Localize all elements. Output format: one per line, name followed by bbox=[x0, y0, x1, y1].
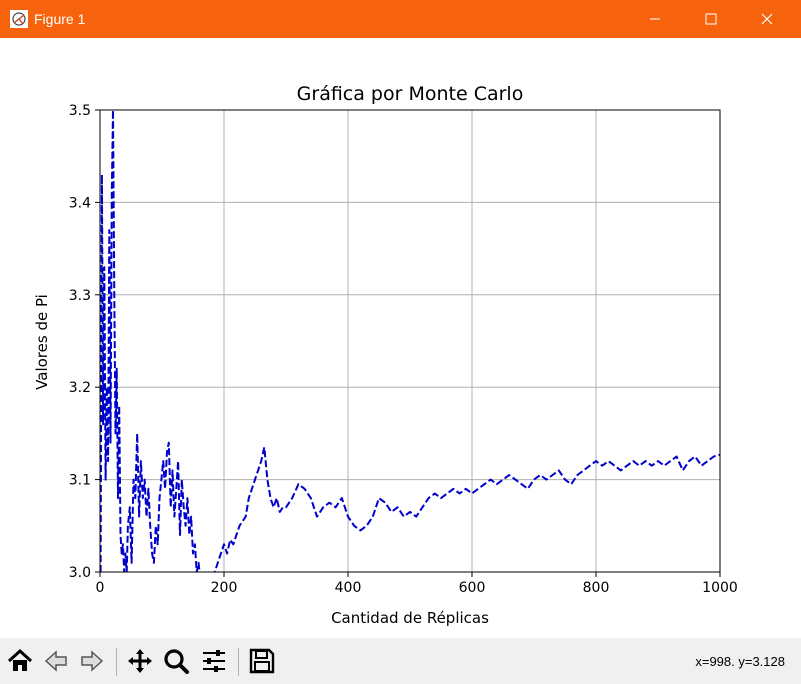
y-tick-label: 3.0 bbox=[69, 565, 91, 581]
forward-arrow-icon bbox=[81, 650, 104, 672]
series-line bbox=[100, 110, 720, 572]
window-title: Figure 1 bbox=[34, 11, 86, 27]
minimize-button[interactable] bbox=[632, 0, 678, 38]
back-button[interactable] bbox=[40, 645, 72, 677]
figure-app-icon bbox=[10, 10, 28, 28]
axes-frame bbox=[99, 109, 721, 573]
toolbar-separator bbox=[238, 648, 239, 676]
forward-button[interactable] bbox=[76, 645, 108, 677]
home-button[interactable] bbox=[4, 645, 36, 677]
grid-lines bbox=[99, 109, 721, 573]
maximize-button[interactable] bbox=[688, 0, 734, 38]
pan-button[interactable] bbox=[124, 645, 156, 677]
save-icon bbox=[249, 648, 275, 674]
x-tick-label: 1000 bbox=[702, 580, 738, 596]
y-tick-label: 3.2 bbox=[69, 380, 91, 396]
minimize-icon bbox=[650, 18, 660, 20]
y-axis-label: Valores de Pi bbox=[33, 294, 51, 390]
y-tick-label: 3.1 bbox=[69, 473, 91, 489]
cursor-coordinates: x=998. y=3.128 bbox=[695, 654, 785, 669]
y-tick-label: 3.4 bbox=[69, 195, 91, 211]
x-tick-label: 800 bbox=[583, 580, 610, 596]
zoom-button[interactable] bbox=[160, 645, 192, 677]
x-tick-label: 200 bbox=[211, 580, 238, 596]
sliders-icon bbox=[203, 650, 225, 672]
y-tick-label: 3.3 bbox=[69, 288, 91, 304]
save-button[interactable] bbox=[246, 645, 278, 677]
y-tick-label: 3.5 bbox=[69, 103, 91, 119]
home-icon bbox=[7, 648, 33, 671]
chart-title: Gráfica por Monte Carlo bbox=[297, 83, 524, 105]
pan-icon bbox=[128, 649, 152, 673]
zoom-icon bbox=[164, 649, 189, 674]
window-titlebar: Figure 1 bbox=[0, 0, 801, 38]
close-icon bbox=[761, 13, 773, 25]
plot-lines bbox=[100, 110, 720, 572]
x-tick-label: 600 bbox=[459, 580, 486, 596]
x-axis-label: Cantidad de Réplicas bbox=[331, 609, 489, 627]
navigation-toolbar: x=998. y=3.128 bbox=[0, 638, 801, 684]
maximize-icon bbox=[705, 13, 717, 25]
configure-subplots-button[interactable] bbox=[198, 645, 230, 677]
toolbar-separator bbox=[116, 648, 117, 676]
back-arrow-icon bbox=[44, 650, 67, 672]
figure-canvas[interactable]: 0 200 400 600 800 1000 3.0 3.1 3.2 3.3 3.4 3.5 Gráf… bbox=[0, 38, 801, 638]
close-button[interactable] bbox=[744, 0, 790, 38]
x-tick-label: 400 bbox=[335, 580, 362, 596]
chart: 0 200 400 600 800 1000 3.0 3.1 3.2 3.3 3.4 3.5 Gráf… bbox=[33, 83, 738, 627]
axis-ticks: 0 200 400 600 800 1000 3.0 3.1 3.2 3.3 3.4 3.5 bbox=[69, 103, 738, 596]
x-tick-label: 0 bbox=[96, 580, 105, 596]
